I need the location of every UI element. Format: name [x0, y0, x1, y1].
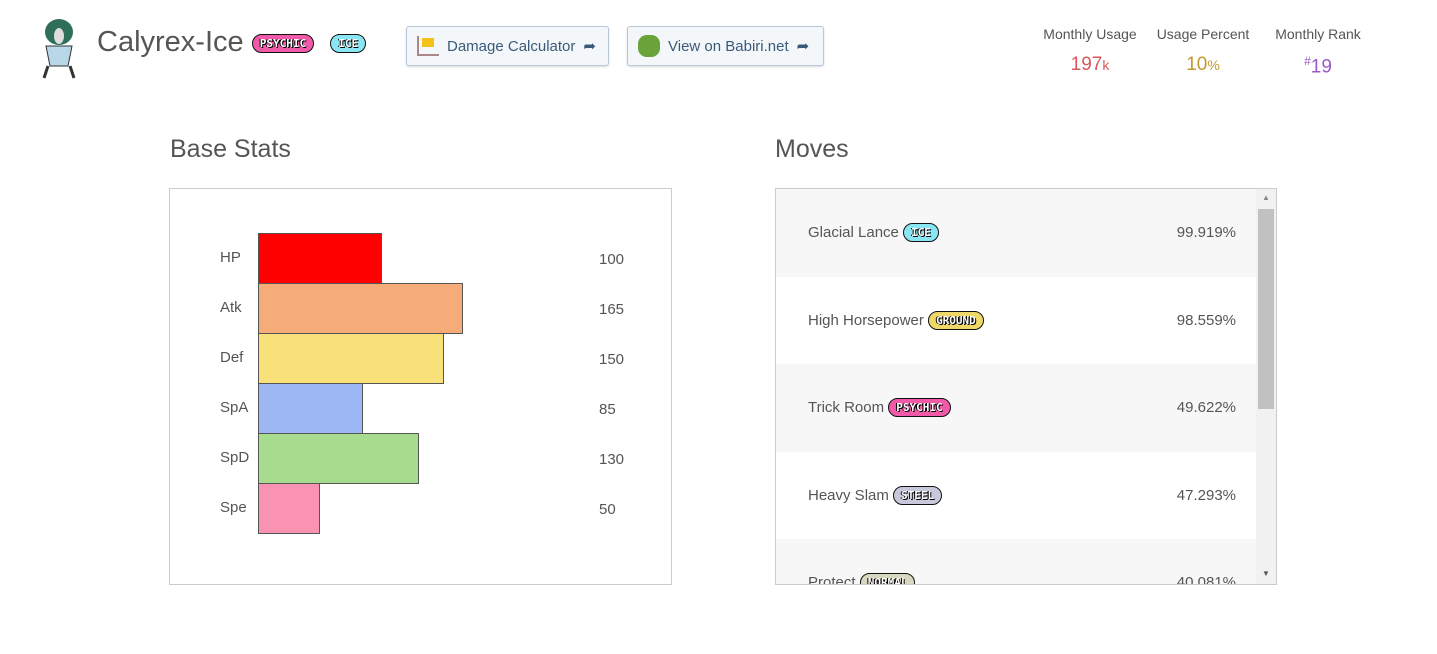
- stat-value: 130: [599, 451, 625, 468]
- stat-bar-atk: [258, 283, 463, 334]
- type-badge: GROUND: [928, 310, 984, 330]
- scrollbar[interactable]: ▲ ▼: [1256, 189, 1276, 584]
- type-badge: NORMAL: [859, 573, 916, 584]
- damage-calculator-label: Damage Calculator: [447, 37, 576, 55]
- stat-bar-spd: [258, 433, 420, 484]
- stat-value: 85: [599, 401, 616, 418]
- monthly-usage: Monthly Usage 197k: [1043, 26, 1137, 75]
- move-row: Heavy Slam STEEL 47.293%: [776, 452, 1256, 540]
- monthly-rank: Monthly Rank #19: [1275, 26, 1361, 78]
- pokemon-sprite: [42, 19, 76, 79]
- move-name: High Horsepower: [808, 311, 924, 329]
- scrollbar-thumb[interactable]: [1258, 209, 1274, 409]
- type-badge: ICE: [903, 223, 939, 243]
- stat-value: 165: [599, 301, 625, 318]
- move-name: Trick Room: [808, 399, 885, 417]
- usage-percent: Usage Percent 10%: [1156, 26, 1250, 75]
- move-percent: 98.559%: [1176, 311, 1236, 329]
- move-percent: 49.622%: [1176, 399, 1236, 417]
- move-row: Protect NORMAL 40.081%: [776, 539, 1256, 585]
- stat-bar-spe: [258, 483, 320, 534]
- move-row: Glacial Lance ICE 99.919%: [776, 189, 1256, 277]
- move-percent: 47.293%: [1176, 486, 1236, 504]
- move-percent: 99.919%: [1176, 224, 1236, 242]
- stat-value: 100: [599, 251, 625, 268]
- move-name: Protect: [808, 574, 856, 585]
- move-percent: 40.081%: [1176, 574, 1236, 585]
- stat-label: HP: [220, 249, 241, 266]
- move-row: High Horsepower GROUND 98.559%: [776, 277, 1256, 365]
- move-name: Glacial Lance: [808, 224, 899, 242]
- move-name: Heavy Slam: [808, 486, 889, 504]
- stat-bar-def: [258, 333, 444, 384]
- type-badge-psychic: PSYCHIC: [251, 33, 315, 53]
- type-badge: STEEL: [893, 485, 943, 505]
- external-link-icon: ➦: [796, 38, 810, 55]
- stat-bar-hp: [258, 233, 382, 284]
- base-stats-chart: HP 100 Atk 165 Def 150 SpA 85 SpD 130 Spe 50: [169, 188, 672, 585]
- move-row: Trick Room PSYCHIC 49.622%: [776, 364, 1256, 452]
- stat-bar-spa: [258, 383, 364, 434]
- external-link-icon: ➦: [583, 38, 596, 55]
- calculator-icon: [417, 36, 439, 56]
- pokemon-name: Calyrex-Ice PSYCHIC ICE: [97, 26, 367, 59]
- stat-label: SpA: [220, 399, 249, 416]
- type-badge-ice: ICE: [330, 33, 367, 53]
- babiri-icon: [638, 35, 660, 57]
- moves-list: Glacial Lance ICE 99.919% High Horsepowe…: [775, 188, 1277, 585]
- stat-label: SpD: [220, 449, 250, 466]
- view-on-babiri-button[interactable]: View on Babiri.net ➦: [627, 26, 824, 66]
- type-badge: PSYCHIC: [888, 398, 951, 418]
- stat-label: Def: [220, 349, 244, 366]
- base-stats-title: Base Stats: [170, 135, 291, 163]
- stat-label: Spe: [220, 499, 247, 516]
- moves-title: Moves: [775, 135, 849, 163]
- babiri-label: View on Babiri.net: [668, 37, 789, 55]
- damage-calculator-button[interactable]: Damage Calculator ➦: [406, 26, 609, 66]
- stat-value: 150: [599, 351, 625, 368]
- stat-value: 50: [599, 501, 616, 518]
- stat-label: Atk: [220, 299, 242, 316]
